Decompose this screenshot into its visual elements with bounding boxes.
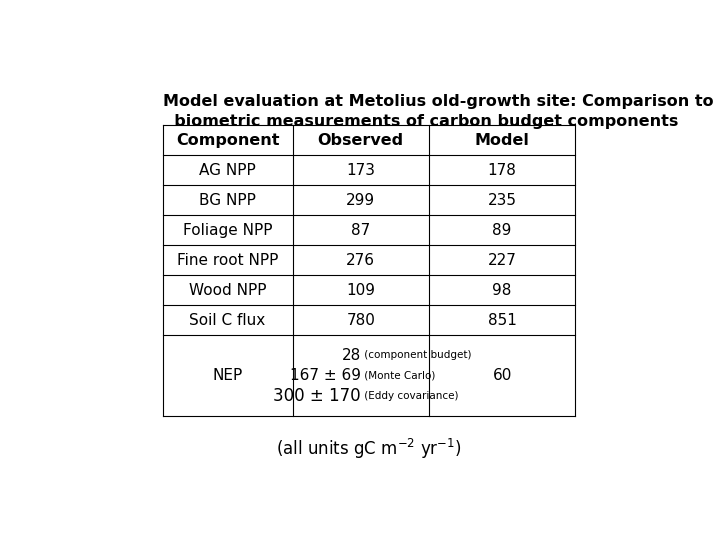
Text: 109: 109 [346, 282, 375, 298]
Text: 851: 851 [487, 313, 517, 328]
Text: Foliage NPP: Foliage NPP [183, 222, 272, 238]
Text: (Monte Carlo): (Monte Carlo) [361, 370, 436, 381]
Text: 28: 28 [341, 348, 361, 363]
Text: 227: 227 [487, 253, 517, 268]
Text: 178: 178 [487, 163, 517, 178]
Text: 235: 235 [487, 193, 517, 207]
Text: Component: Component [176, 133, 279, 147]
Text: 60: 60 [492, 368, 512, 383]
Text: Model evaluation at Metolius old-growth site: Comparison to
  biometric measurem: Model evaluation at Metolius old-growth … [163, 94, 714, 129]
Text: 300 ± 170: 300 ± 170 [273, 387, 361, 405]
Text: AG NPP: AG NPP [199, 163, 256, 178]
Text: BG NPP: BG NPP [199, 193, 256, 207]
Text: Fine root NPP: Fine root NPP [177, 253, 278, 268]
Text: 780: 780 [346, 313, 375, 328]
Text: 167 ± 69: 167 ± 69 [289, 368, 361, 383]
Text: Model: Model [474, 133, 530, 147]
Text: (component budget): (component budget) [361, 350, 472, 360]
Text: (Eddy covariance): (Eddy covariance) [361, 391, 459, 401]
Text: (all units gC m$^{-2}$ yr$^{-1}$): (all units gC m$^{-2}$ yr$^{-1}$) [276, 437, 462, 462]
Text: 276: 276 [346, 253, 375, 268]
Text: 299: 299 [346, 193, 375, 207]
Text: 89: 89 [492, 222, 512, 238]
Text: Soil C flux: Soil C flux [189, 313, 266, 328]
Text: 87: 87 [351, 222, 370, 238]
Text: Observed: Observed [318, 133, 404, 147]
Text: NEP: NEP [212, 368, 243, 383]
Text: 98: 98 [492, 282, 512, 298]
Text: Wood NPP: Wood NPP [189, 282, 266, 298]
Text: 173: 173 [346, 163, 375, 178]
